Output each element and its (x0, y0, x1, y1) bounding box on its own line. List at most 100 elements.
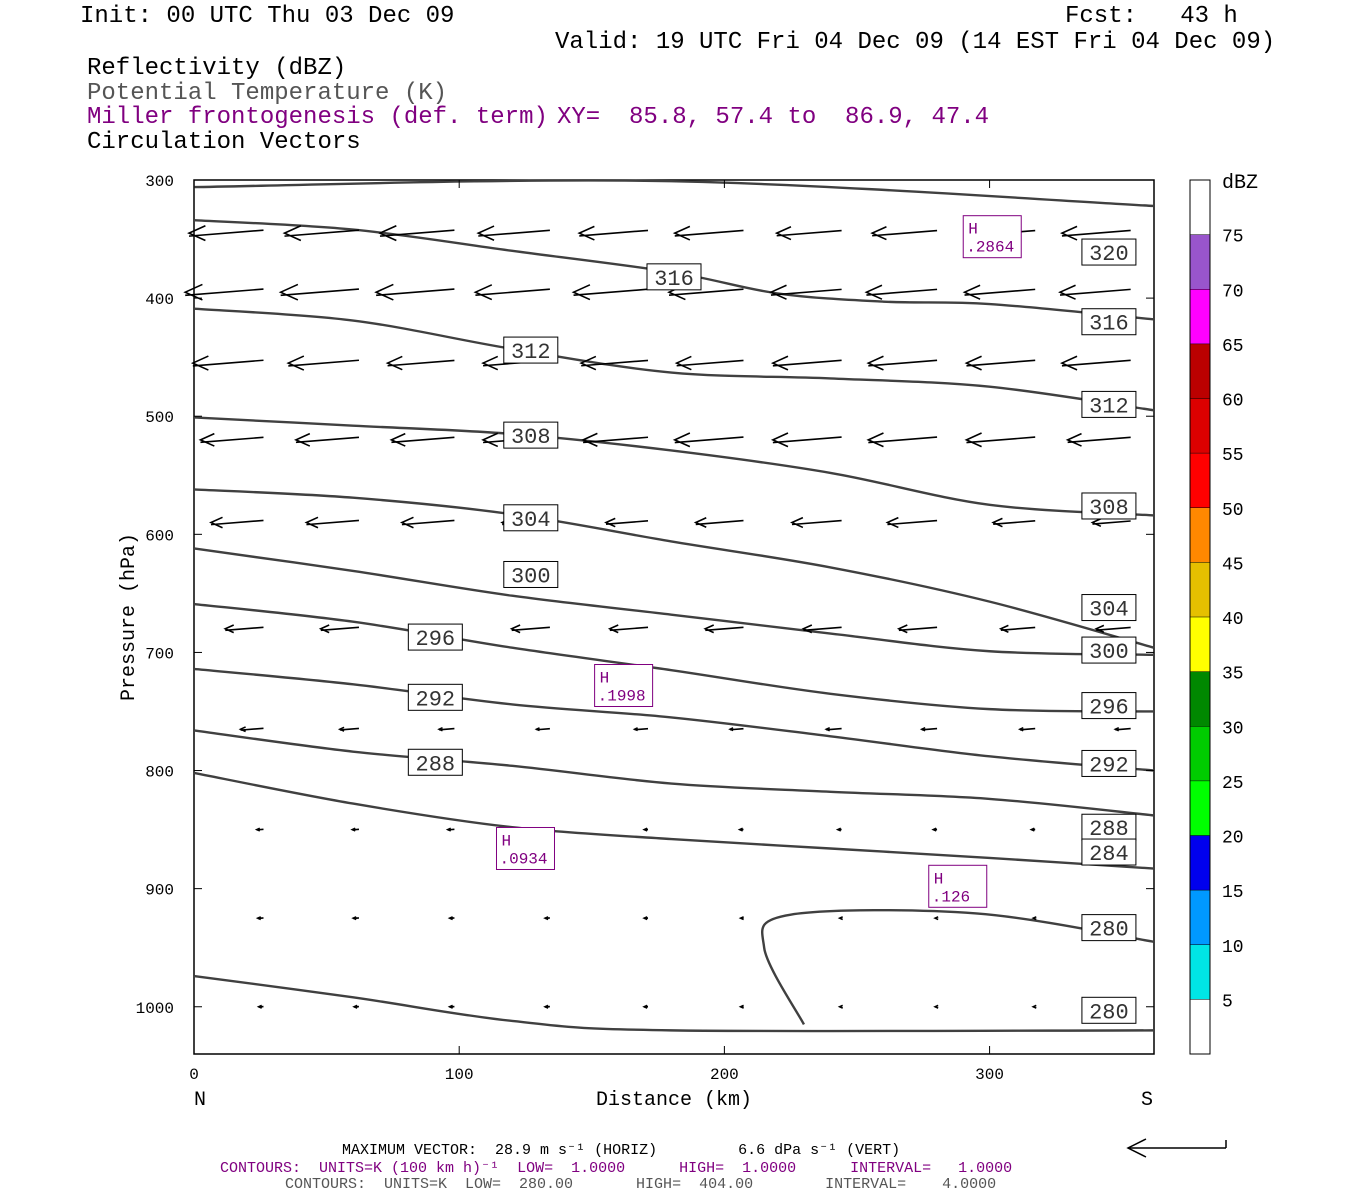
vector-head (1094, 624, 1105, 633)
vector-head (769, 284, 787, 300)
vector-arrow (571, 284, 649, 301)
x-tick-label: 300 (975, 1066, 1004, 1084)
vector-shaft (1059, 288, 1131, 296)
vector-head (964, 355, 982, 371)
dbz-colorbar: 5 10 15 20 25 30 35 40 45 50 55 60 65 70 75 (1189, 179, 1244, 1055)
vector-shaft (770, 288, 842, 296)
colorbar-level-label: 70 (1222, 282, 1244, 302)
vector-head (350, 827, 356, 832)
field-potential-temperature: Potential Temperature (K) (87, 80, 448, 107)
theta-label-box (1081, 390, 1137, 418)
vector-head (190, 355, 209, 371)
north-end-label: N (194, 1089, 206, 1112)
y-tick-label: 1000 (136, 1000, 174, 1018)
vector-head (447, 916, 453, 921)
vector-head (919, 726, 926, 732)
vector-arrow (642, 1004, 649, 1009)
vector-head (385, 355, 403, 371)
y-tick-label: 400 (145, 291, 174, 309)
vector-arrow (672, 432, 744, 448)
vector-head (255, 916, 262, 921)
high-box (928, 864, 988, 908)
vector-arrow (447, 916, 455, 921)
vector-arrow (964, 355, 1036, 371)
colorbar-segment (1190, 780, 1210, 836)
vector-arrow (447, 1004, 455, 1009)
vector-head (1058, 284, 1076, 300)
vector-head (374, 283, 394, 301)
theta-label-296: 296 (1081, 692, 1137, 721)
vector-arrow (238, 726, 264, 733)
vector-arrow (632, 727, 649, 732)
vector-head (738, 1004, 744, 1009)
vector-head (223, 624, 235, 634)
theta-contour-304 (193, 488, 1155, 649)
high-letter: H (934, 870, 944, 888)
colorbar-segment (1190, 944, 1210, 1000)
vector-shaft (1092, 520, 1131, 525)
frontogenesis-high: H.126 (928, 864, 988, 908)
vector-arrow (1031, 1004, 1037, 1009)
vector-arrow (256, 1004, 264, 1009)
vector-shaft (192, 359, 264, 367)
theta-label-box (1081, 749, 1137, 777)
vector-shaft (240, 727, 264, 731)
high-letter: H (968, 221, 978, 239)
vector-arrow (737, 827, 744, 832)
colorbar-segment (1190, 999, 1210, 1054)
vector-arrow (509, 624, 550, 634)
vector-shaft (966, 436, 1036, 444)
vector-head (1059, 355, 1078, 371)
colorbar-level-label: 25 (1222, 774, 1244, 794)
vector-shaft (200, 436, 264, 444)
high-value: .1998 (598, 688, 646, 706)
vector-shaft (295, 436, 360, 444)
vector-head (183, 283, 203, 301)
vector-shaft (391, 436, 455, 444)
theta-label-box (1081, 914, 1137, 942)
vector-head (837, 916, 844, 921)
vector-shaft (1061, 359, 1131, 367)
vector-shaft (695, 519, 744, 526)
colorbar-level-label: 55 (1222, 446, 1244, 466)
vector-head (293, 432, 311, 447)
vector-arrow (350, 827, 360, 832)
vector-head (389, 432, 406, 447)
theta-contour-300 (193, 547, 1155, 656)
vector-arrow (933, 916, 939, 921)
x-tick-label: 100 (445, 1066, 474, 1084)
vector-arrow (866, 355, 938, 371)
y-tick-label: 700 (145, 645, 174, 663)
theta-label-text: 308 (511, 425, 551, 450)
vector-shaft (210, 519, 264, 526)
theta-label-box (503, 421, 559, 449)
high-value: .2864 (966, 239, 1014, 257)
vector-arrow (543, 1004, 550, 1009)
vector-arrow (209, 516, 264, 529)
colorbar-level-label: 30 (1222, 719, 1244, 739)
vector-shaft (868, 359, 938, 367)
vector-head (238, 726, 246, 733)
vector-head (256, 1004, 263, 1009)
high-letter: H (600, 670, 610, 688)
vector-shaft (387, 359, 455, 367)
theta-contour-296 (193, 602, 1155, 713)
vector-shaft (993, 520, 1036, 525)
theta-label-text: 280 (1089, 918, 1129, 943)
vector-shaft (475, 288, 550, 296)
vector-shaft (185, 288, 264, 297)
colorbar-level-label: 75 (1222, 228, 1244, 248)
vector-arrow (579, 355, 649, 371)
colorbar-segment (1190, 343, 1210, 399)
theta-label-308: 308 (503, 421, 559, 450)
theta-label-box (1081, 838, 1137, 866)
contour-labels: 320 316 316 312 312 308 308 304 304 300 300 296 296 2… (407, 238, 1137, 1025)
theta-contour-280 (761, 909, 1155, 1026)
theta-label-text: 280 (1089, 1000, 1129, 1025)
colorbar-level-label: 5 (1222, 992, 1233, 1012)
theta-label-box (407, 683, 463, 711)
vector-arrow (337, 726, 360, 732)
vector-arrow (1031, 916, 1037, 921)
south-end-label: S (1141, 1089, 1153, 1112)
theta-label-316: 316 (646, 263, 702, 292)
